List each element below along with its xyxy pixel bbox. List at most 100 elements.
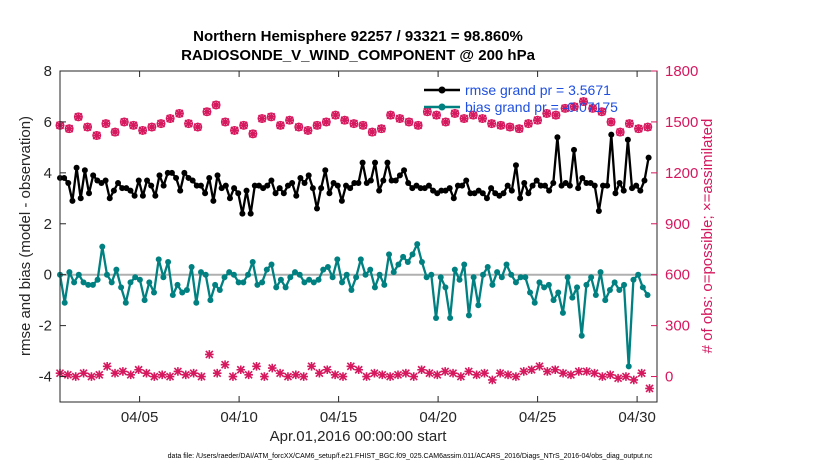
obs-possible-point [349,119,359,128]
rmse-point [525,190,532,197]
bias-point [122,299,129,306]
rmse-point [575,185,582,192]
obs-possible-point [459,114,469,123]
obs-possible-point [358,121,368,130]
rmse-point [521,180,528,187]
rmse-series-group [57,131,652,217]
y-tick-label: 4 [44,165,52,182]
bias-point [527,289,534,296]
bias-point [489,281,496,288]
bias-point [108,279,115,286]
obs-assimilated-point [252,362,261,371]
bias-point [155,256,162,263]
bias-point [292,269,299,276]
obs-possible-point [221,117,230,127]
rmse-point [417,185,424,192]
obs-possible-point [119,117,129,127]
rmse-point [322,167,329,174]
bias-point [230,271,237,278]
y-tick-label: 2 [44,216,52,233]
obs-assimilated-point [362,372,371,381]
bias-point [564,274,571,281]
obs-assimilated-point [212,368,222,378]
bias-point [386,251,393,258]
obs-assimilated-point [63,370,73,380]
rmse-point [106,195,113,202]
bias-point [329,274,336,281]
bias-point [75,271,82,278]
bias-point [245,271,252,278]
obs-assimilated-point [464,367,474,376]
rmse-point [177,187,184,194]
obs-possible-point [386,110,395,120]
obs-assimilated-point [605,370,615,380]
obs-assimilated-point [197,372,206,381]
bias-point [339,279,346,286]
rmse-point [467,190,474,197]
bias-point [404,258,411,265]
obs-possible-point [542,109,552,118]
rmse-point [86,190,93,197]
rmse-point [210,197,217,204]
obs-possible-point [569,102,579,111]
rmse-point [81,167,88,174]
x-tick-label: 04/25 [519,409,557,426]
bias-point [588,274,595,281]
rmse-point [326,190,333,197]
rmse-point [231,185,238,192]
obs-assimilated-point [645,384,654,393]
rmse-point [119,185,126,192]
obs-assimilated-point [244,370,253,380]
y-tick-label: -2 [39,318,52,335]
obs-assimilated-point [338,372,348,381]
rmse-point [380,177,387,184]
y2-tick-label: 300 [665,318,690,335]
bias-point [555,289,562,296]
rmse-point [529,182,536,189]
bias-point [536,279,543,286]
obs-assimilated-point [613,373,623,383]
rmse-point [65,180,72,187]
obs-assimilated-point [275,368,285,378]
bias-point [240,279,247,286]
bias-point [494,269,501,276]
obs-assimilated-point [448,368,458,378]
obs-assimilated-point [629,375,639,385]
rmse-point [446,185,453,192]
bias-point [99,243,106,250]
x-tick-label: 04/05 [121,409,159,426]
bias-point [616,286,623,293]
obs-assimilated-point [550,365,560,375]
rmse-point [115,180,122,187]
bias-point [160,274,167,281]
obs-assimilated-point [87,372,96,381]
obs-possible-point [560,104,570,113]
y2-tick-label: 1500 [665,114,698,131]
rmse-point [612,190,619,197]
rmse-point [367,177,374,184]
rmse-point [554,134,561,141]
bias-point [249,258,256,265]
obs-possible-point [404,117,414,127]
bias-point [409,251,416,258]
obs-assimilated-point [181,370,191,380]
obs-possible-point [266,112,276,122]
bias-point [362,271,369,278]
chart-title: Northern Hemisphere 92257 / 93321 = 98.8… [193,28,523,45]
obs-possible-point [533,115,542,125]
obs-possible-point [524,119,533,128]
rmse-point [135,177,142,184]
obs-assimilated-point [598,372,607,381]
rmse-point [637,187,644,194]
obs-possible-point [165,114,175,123]
bias-point [301,279,308,286]
rmse-point [235,190,242,197]
rmse-point [504,182,511,189]
bias-point [639,284,646,291]
y-axis-ticks: -4 -2 0 2 4 6 8 [39,63,66,386]
bias-point [263,266,270,273]
obs-assimilated-point [330,370,340,380]
obs-assimilated-point [150,372,159,381]
obs-possible-point [606,117,616,127]
